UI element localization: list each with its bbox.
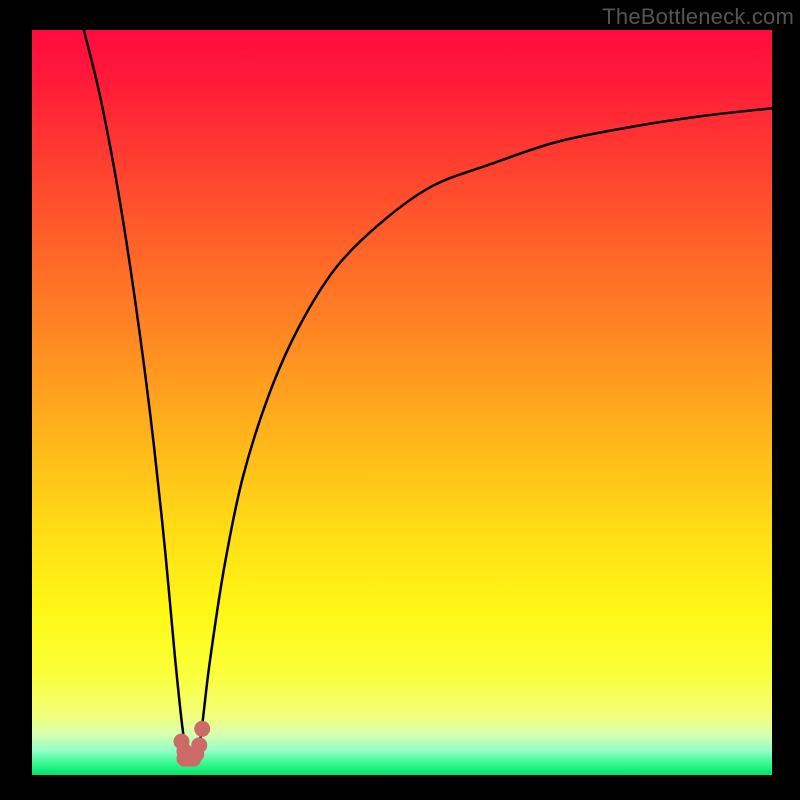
chart-container: TheBottleneck.com (0, 0, 800, 800)
bottleneck-curve-chart (0, 0, 800, 800)
optimal-marker (194, 721, 210, 737)
plot-background (32, 30, 772, 775)
optimal-marker (191, 737, 207, 753)
watermark-label: TheBottleneck.com (602, 4, 794, 30)
